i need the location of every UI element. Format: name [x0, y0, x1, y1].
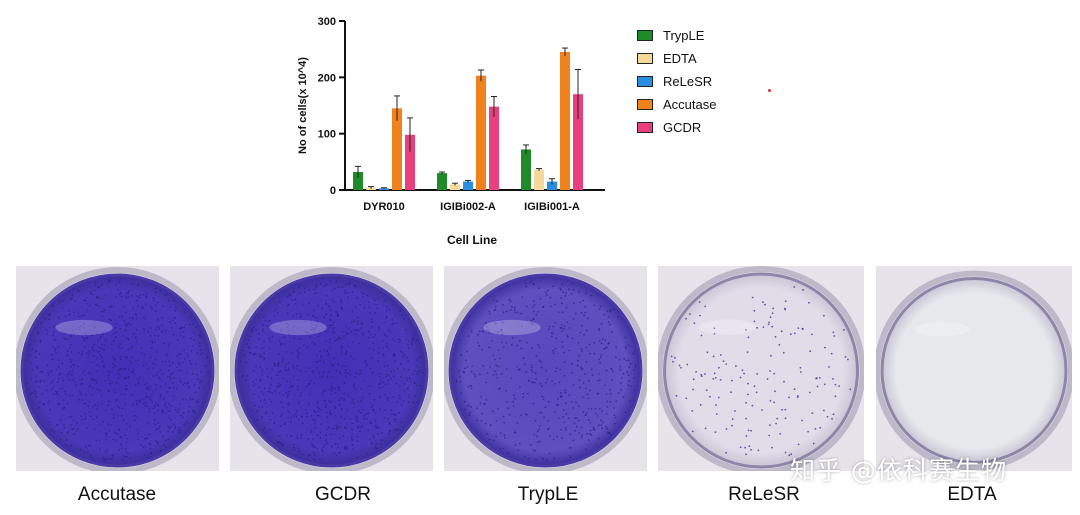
well-photo-relesr — [658, 266, 864, 471]
bar-tryple-0 — [353, 171, 363, 190]
well-illustration — [876, 266, 1072, 471]
photo-caption-edta: EDTA — [947, 484, 997, 505]
y-tick-label: 300 — [318, 16, 336, 28]
well-photo-accutase — [16, 266, 219, 471]
legend-label: Accutase — [663, 97, 717, 112]
legend-label: GCDR — [663, 120, 702, 135]
bar-tryple-2 — [521, 149, 531, 190]
x-tick-label: IGIBi001-A — [524, 201, 580, 213]
chart-legend: TrypLE EDTA ReLeSR Accutase GCDR — [637, 24, 716, 139]
legend-item-tryple: TrypLE — [637, 24, 716, 47]
bar-accutase-2 — [560, 51, 570, 190]
bar-gcdr-2 — [573, 94, 583, 190]
well-illustration — [658, 266, 864, 471]
bar-relesr-0 — [379, 188, 389, 190]
bar-gcdr-1 — [489, 106, 499, 190]
bar-edta-1 — [450, 184, 460, 190]
well-illustration — [230, 266, 433, 471]
legend-label: ReLeSR — [663, 74, 713, 89]
bar-accutase-0 — [392, 108, 402, 190]
bar-relesr-1 — [463, 181, 473, 190]
legend-item-gcdr: GCDR — [637, 116, 716, 139]
x-tick-label: IGIBi002-A — [440, 201, 496, 213]
bar-edta-2 — [534, 169, 544, 190]
legend-swatch — [637, 53, 653, 64]
well-photo-row — [16, 266, 1076, 472]
well-illustration — [444, 266, 647, 471]
watermark: 知乎 @依科赛生物 — [790, 456, 1007, 485]
photo-caption-relesr: ReLeSR — [728, 484, 800, 505]
y-axis-label: No of cells(x 10^4) — [297, 57, 309, 154]
y-tick-label: 100 — [318, 129, 336, 141]
photo-caption-tryple: TrypLE — [517, 484, 579, 505]
legend-swatch — [637, 122, 653, 133]
legend-label: TrypLE — [663, 28, 705, 43]
legend-item-edta: EDTA — [637, 47, 716, 70]
bar-relesr-2 — [547, 181, 557, 190]
bar-accutase-1 — [476, 75, 486, 190]
well-photo-gcdr — [230, 266, 433, 471]
x-axis-label: Cell Line — [447, 233, 497, 247]
legend-swatch — [637, 76, 653, 87]
stray-dot — [768, 89, 771, 92]
y-tick-label: 200 — [318, 72, 336, 84]
legend-swatch — [637, 30, 653, 41]
bar-tryple-1 — [437, 173, 447, 190]
photo-caption-accutase: Accutase — [77, 484, 157, 505]
bar-gcdr-0 — [405, 134, 415, 190]
legend-item-accutase: Accutase — [637, 93, 716, 116]
x-tick-label: DYR010 — [363, 201, 405, 213]
legend-label: EDTA — [663, 51, 697, 66]
well-photo-edta — [876, 266, 1072, 471]
well-illustration — [16, 266, 219, 471]
well-photo-tryple — [444, 266, 647, 471]
legend-swatch — [637, 99, 653, 110]
photo-caption-gcdr: GCDR — [315, 484, 371, 505]
y-tick-label: 0 — [330, 185, 336, 197]
bar-chart: 0 100 200 300 No of cells(x 10^4) Cell Line DY… — [297, 16, 605, 247]
legend-item-relesr: ReLeSR — [637, 70, 716, 93]
